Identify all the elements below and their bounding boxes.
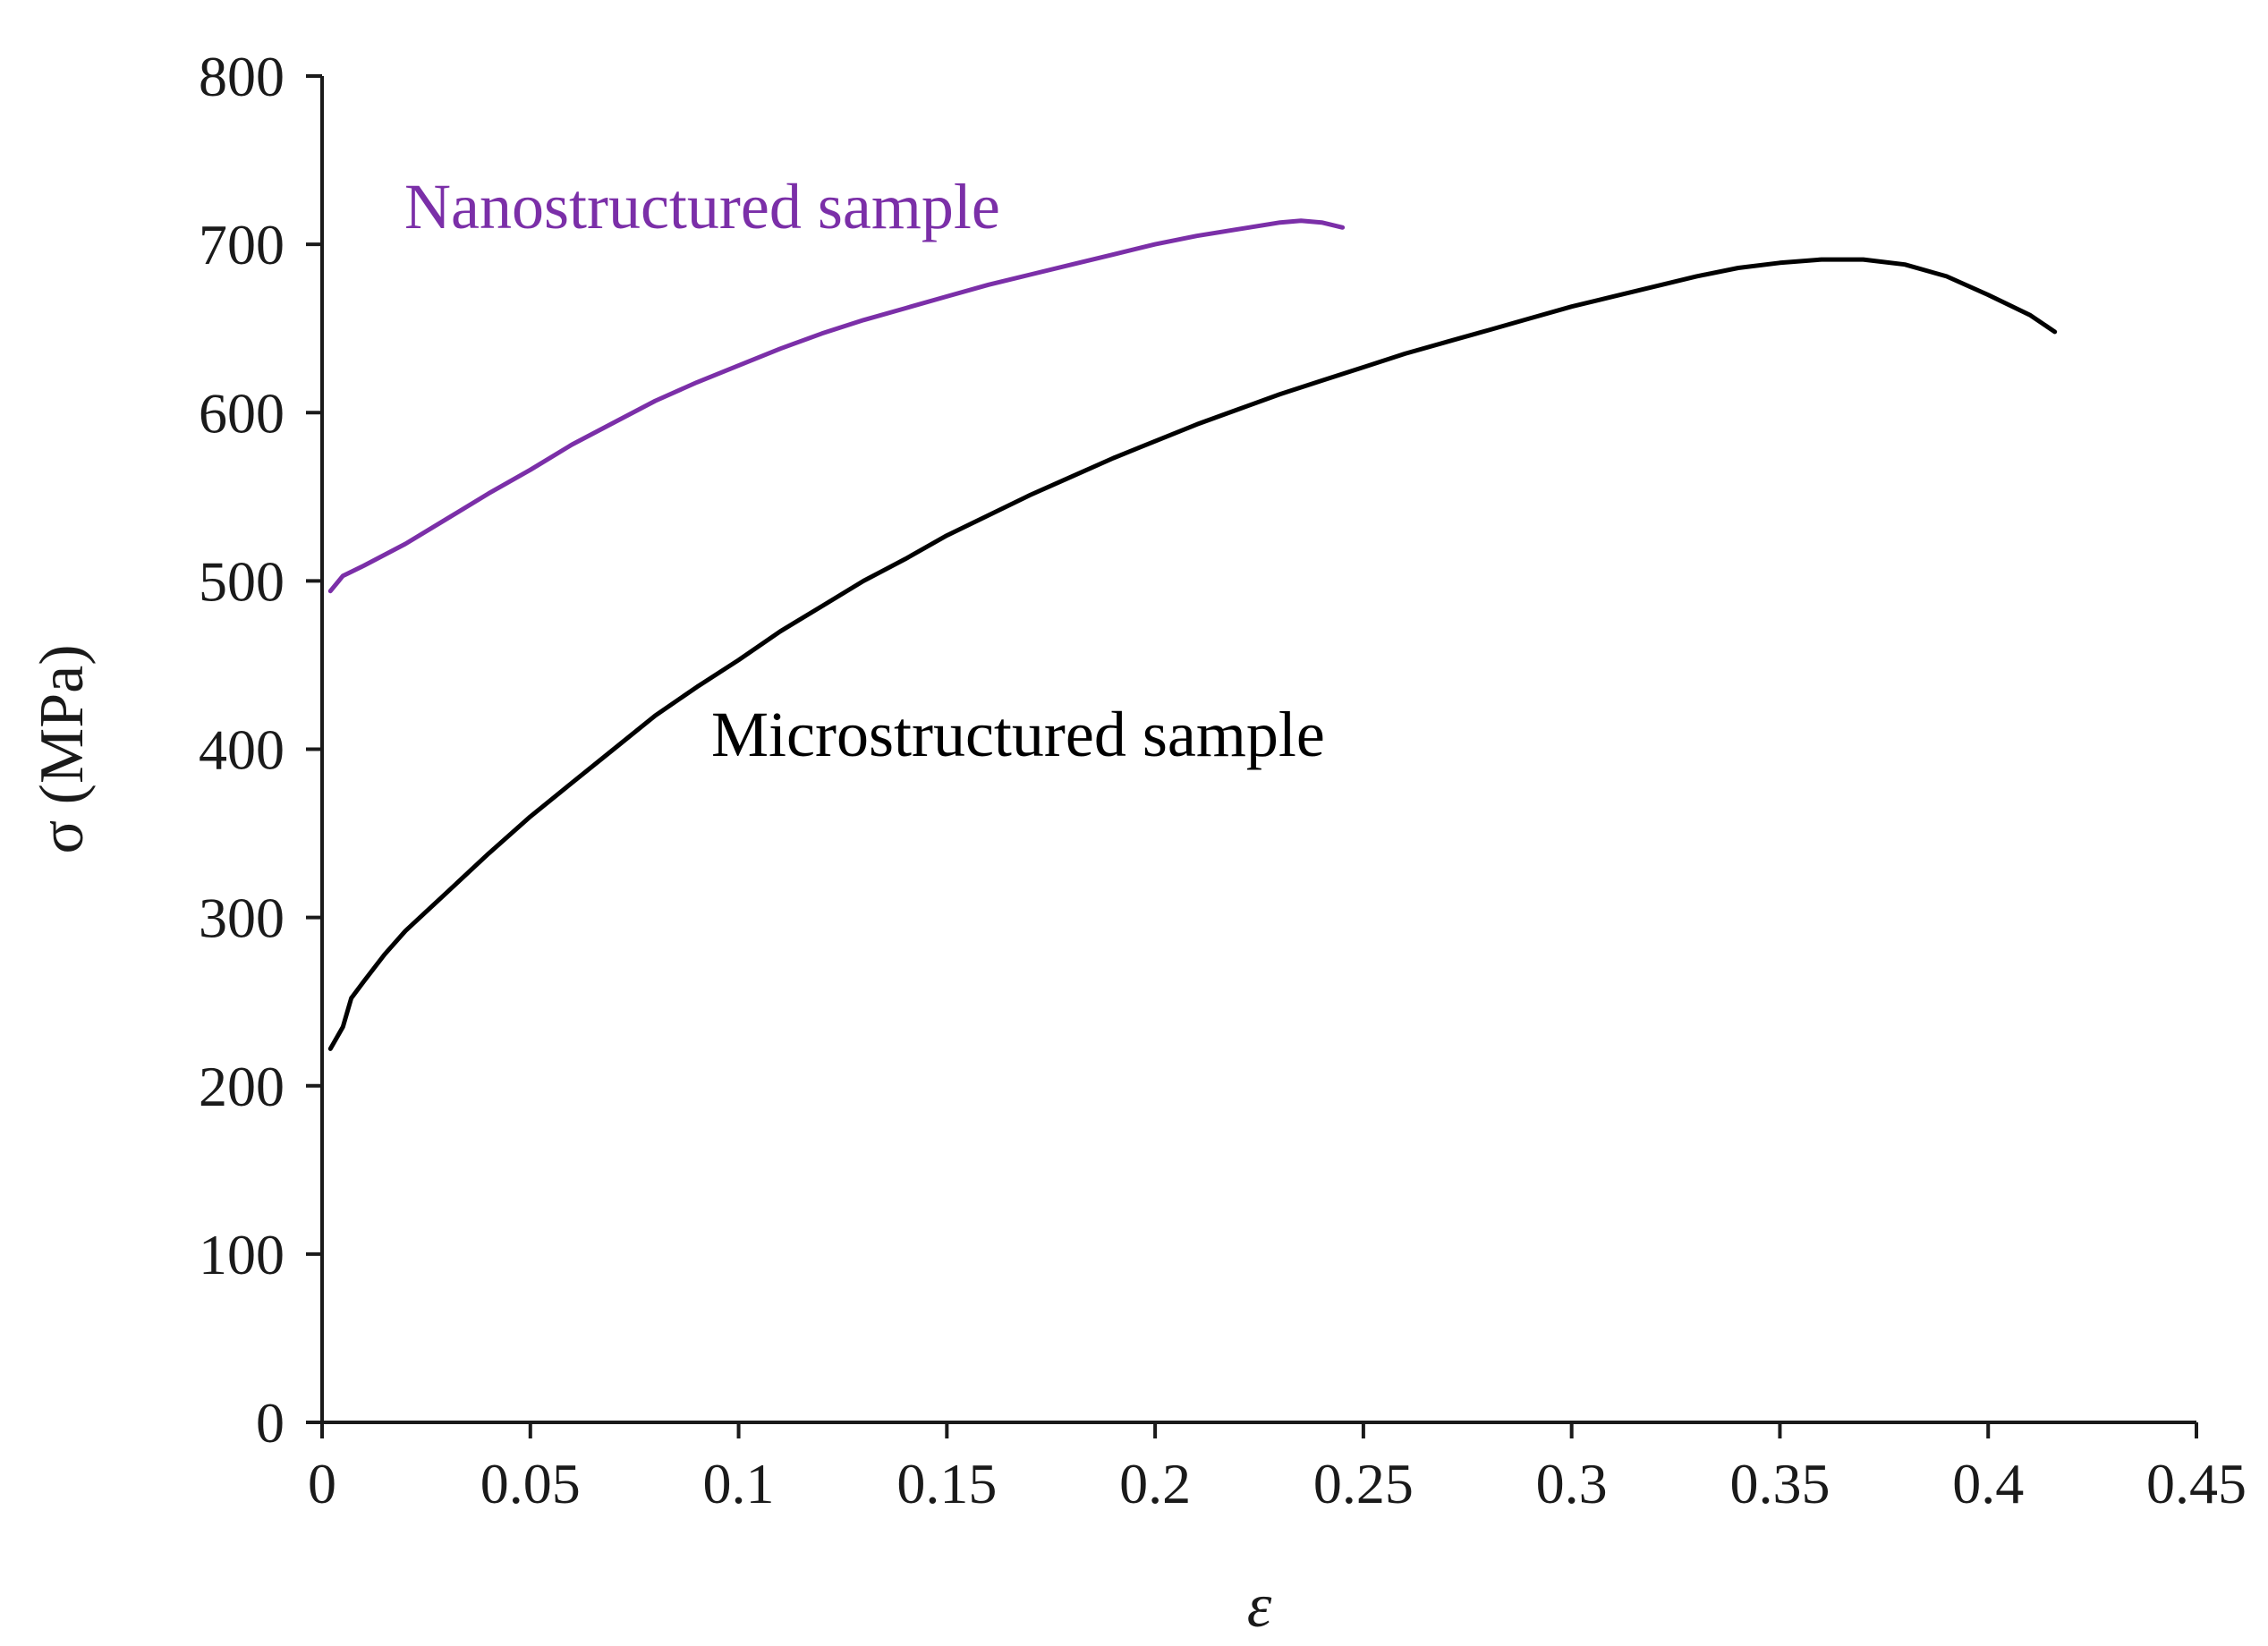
y-tick-label: 200 bbox=[199, 1055, 285, 1118]
series-label-microstructured: Microstructured sample bbox=[711, 699, 1325, 770]
series-layer bbox=[327, 218, 2058, 1051]
y-ticks: 0 100 200 300 400 500 600 700 800 bbox=[199, 45, 322, 1455]
x-tick-label: 0.25 bbox=[1313, 1452, 1414, 1515]
x-tick-label: 0.1 bbox=[703, 1452, 775, 1515]
y-tick-label: 500 bbox=[199, 549, 285, 613]
x-tick-label: 0.4 bbox=[1952, 1452, 2024, 1515]
y-axis-title: σ (MPa) bbox=[28, 644, 97, 853]
series-line-microstructured bbox=[327, 257, 2058, 1051]
x-tick-label: 0 bbox=[308, 1452, 336, 1515]
x-tick-label: 0.45 bbox=[2146, 1452, 2247, 1515]
x-axis-title: ε bbox=[1247, 1572, 1272, 1641]
y-tick-label: 700 bbox=[199, 213, 285, 276]
y-tick-label: 300 bbox=[199, 887, 285, 950]
x-tick-label: 0.15 bbox=[896, 1452, 997, 1515]
x-tick-label: 0.35 bbox=[1729, 1452, 1830, 1515]
x-tick-label: 0.2 bbox=[1119, 1452, 1191, 1515]
y-tick-label: 0 bbox=[256, 1391, 285, 1455]
x-ticks: 0 0.05 0.1 0.15 0.2 0.25 0.3 0.35 0.4 0.45 bbox=[308, 1422, 2247, 1515]
y-tick-label: 100 bbox=[199, 1223, 285, 1286]
series-line-nanostructured bbox=[327, 218, 1346, 594]
y-tick-label: 400 bbox=[199, 718, 285, 782]
y-tick-label: 800 bbox=[199, 45, 285, 108]
y-tick-label: 600 bbox=[199, 381, 285, 445]
x-tick-label: 0.3 bbox=[1536, 1452, 1608, 1515]
series-label-nanostructured: Nanostructured sample bbox=[404, 171, 1000, 242]
x-tick-label: 0.05 bbox=[480, 1452, 581, 1515]
